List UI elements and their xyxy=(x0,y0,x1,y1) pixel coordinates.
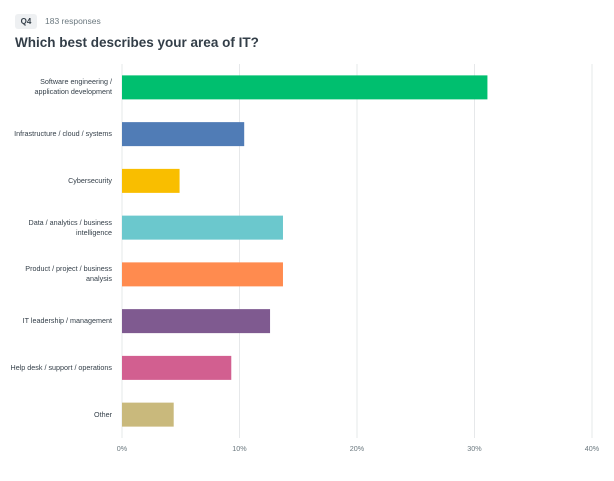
category-label: Product / project / business analysis xyxy=(25,264,112,284)
x-tick-label: 40% xyxy=(585,444,600,453)
x-tick-label: 0% xyxy=(117,444,128,453)
category-label: Cybersecurity xyxy=(68,175,112,185)
x-tick-label: 10% xyxy=(232,444,247,453)
category-label: Help desk / support / operations xyxy=(10,362,112,372)
bar xyxy=(122,75,488,100)
response-count: 183 responses xyxy=(45,16,101,26)
category-label: Other xyxy=(94,409,112,419)
bar xyxy=(122,122,245,147)
bar xyxy=(122,215,283,240)
category-label: Infrastructure / cloud / systems xyxy=(14,129,112,139)
bar xyxy=(122,309,271,334)
bar xyxy=(122,402,174,427)
bar xyxy=(122,262,283,287)
category-label: Data / analytics / business intelligence xyxy=(28,217,113,237)
category-label: IT leadership / management xyxy=(22,316,112,326)
category-label: Software engineering / application devel… xyxy=(34,77,112,97)
chart-title: Which best describes your area of IT? xyxy=(15,35,259,50)
bar xyxy=(122,355,232,380)
x-tick-label: 30% xyxy=(467,444,482,453)
bar xyxy=(122,168,180,193)
question-badge: Q4 xyxy=(15,14,37,29)
x-tick-label: 20% xyxy=(350,444,365,453)
